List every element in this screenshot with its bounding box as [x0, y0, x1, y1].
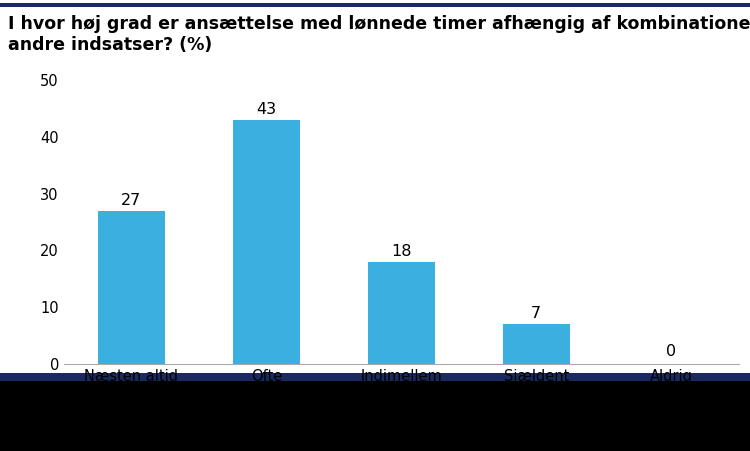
Text: 7: 7 [531, 306, 542, 322]
Bar [503, 324, 570, 364]
Text: 0: 0 [666, 345, 676, 359]
Bar [232, 120, 300, 364]
Bar [98, 211, 165, 364]
Text: I hvor høj grad er ansættelse med lønnede timer afhængig af kombinationen med
an: I hvor høj grad er ansættelse med lønned… [8, 15, 750, 54]
Text: 18: 18 [391, 244, 412, 259]
Text: 27: 27 [122, 193, 141, 208]
Bar [368, 262, 435, 364]
Text: 43: 43 [256, 102, 276, 117]
